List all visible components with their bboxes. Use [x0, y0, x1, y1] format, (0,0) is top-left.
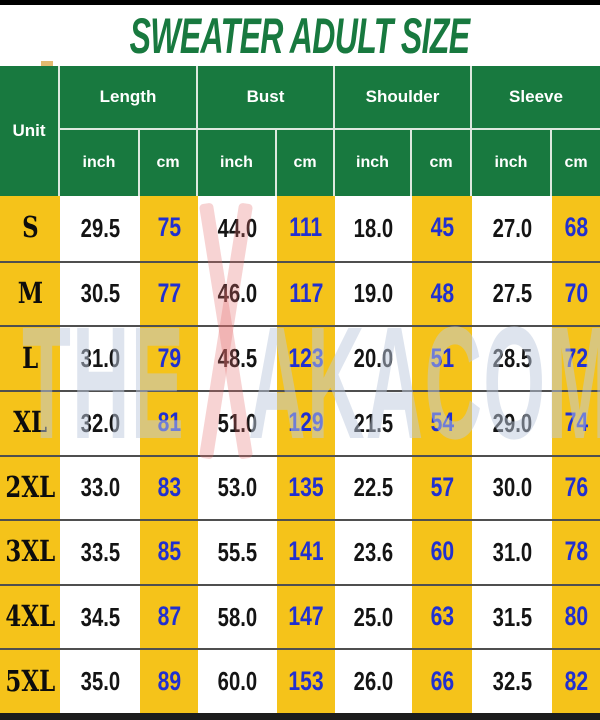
value-cell: 32.0 — [60, 389, 140, 455]
value-cell: 28.5 — [472, 325, 552, 390]
value-cell: 45 — [412, 196, 472, 261]
value-cell: 70 — [552, 260, 600, 326]
value-cell: 54 — [412, 389, 472, 455]
value-cell: 81 — [140, 389, 198, 455]
size-cell: 4XL — [0, 583, 60, 649]
value-cell: 27.0 — [472, 196, 552, 261]
value-cell: 72 — [552, 325, 600, 390]
value-cell: 60.0 — [198, 648, 277, 713]
size-cell: 5XL — [0, 648, 60, 713]
value-cell: 23.6 — [335, 519, 412, 584]
value-cell: 31.0 — [60, 325, 140, 390]
value-cell: 63 — [412, 583, 472, 649]
value-cell: 29.0 — [472, 389, 552, 455]
value-cell: 51 — [412, 325, 472, 390]
value-cell: 85 — [140, 519, 198, 584]
value-cell: 55.5 — [198, 519, 277, 584]
value-cell: 48.5 — [198, 325, 277, 390]
value-cell: 30.5 — [60, 260, 140, 326]
group-header-length: Length — [60, 66, 198, 130]
value-cell: 29.5 — [60, 196, 140, 261]
subheader-length-inch: inch — [60, 130, 140, 196]
size-cell: M — [0, 260, 60, 326]
unit-header-cell: Unit — [0, 66, 60, 196]
value-cell: 22.5 — [335, 454, 412, 520]
value-cell: 89 — [140, 648, 198, 713]
value-cell: 66 — [412, 648, 472, 713]
value-cell: 74 — [552, 389, 600, 455]
group-header-bust: Bust — [198, 66, 335, 130]
value-cell: 46.0 — [198, 260, 277, 326]
value-cell: 135 — [277, 454, 335, 520]
value-cell: 68 — [552, 196, 600, 261]
group-header-shoulder: Shoulder — [335, 66, 472, 130]
value-cell: 27.5 — [472, 260, 552, 326]
page-title: SWEATER ADULT SIZE — [130, 7, 471, 64]
value-cell: 20.0 — [335, 325, 412, 390]
value-cell: 80 — [552, 583, 600, 649]
value-cell: 117 — [277, 260, 335, 326]
value-cell: 123 — [277, 325, 335, 390]
value-cell: 75 — [140, 196, 198, 261]
value-cell: 31.5 — [472, 583, 552, 649]
value-cell: 153 — [277, 648, 335, 713]
value-cell: 19.0 — [335, 260, 412, 326]
subheader-sleeve-inch: inch — [472, 130, 552, 196]
value-cell: 33.0 — [60, 454, 140, 520]
size-cell: L — [0, 325, 60, 390]
value-cell: 58.0 — [198, 583, 277, 649]
bottom-border-bar — [0, 713, 600, 720]
group-header-sleeve: Sleeve — [472, 66, 600, 130]
value-cell: 129 — [277, 389, 335, 455]
value-cell: 77 — [140, 260, 198, 326]
size-table: Unit Length Bust Shoulder Sleeve inch cm… — [0, 66, 600, 713]
subheader-length-cm: cm — [140, 130, 198, 196]
size-cell: S — [0, 196, 60, 261]
value-cell: 31.0 — [472, 519, 552, 584]
value-cell: 53.0 — [198, 454, 277, 520]
value-cell: 30.0 — [472, 454, 552, 520]
value-cell: 33.5 — [60, 519, 140, 584]
value-cell: 83 — [140, 454, 198, 520]
value-cell: 57 — [412, 454, 472, 520]
subheader-bust-cm: cm — [277, 130, 335, 196]
value-cell: 87 — [140, 583, 198, 649]
value-cell: 48 — [412, 260, 472, 326]
value-cell: 44.0 — [198, 196, 277, 261]
size-cell: 3XL — [0, 519, 60, 584]
value-cell: 79 — [140, 325, 198, 390]
subheader-bust-inch: inch — [198, 130, 277, 196]
value-cell: 35.0 — [60, 648, 140, 713]
value-cell: 111 — [277, 196, 335, 261]
value-cell: 82 — [552, 648, 600, 713]
value-cell: 18.0 — [335, 196, 412, 261]
value-cell: 78 — [552, 519, 600, 584]
subheader-shoulder-inch: inch — [335, 130, 412, 196]
size-cell: 2XL — [0, 454, 60, 520]
value-cell: 32.5 — [472, 648, 552, 713]
value-cell: 26.0 — [335, 648, 412, 713]
value-cell: 51.0 — [198, 389, 277, 455]
value-cell: 60 — [412, 519, 472, 584]
value-cell: 21.5 — [335, 389, 412, 455]
value-cell: 147 — [277, 583, 335, 649]
size-cell: XL — [0, 389, 60, 455]
title-area: SWEATER ADULT SIZE — [0, 5, 600, 66]
value-cell: 141 — [277, 519, 335, 584]
value-cell: 34.5 — [60, 583, 140, 649]
watermark-artifact — [41, 61, 53, 66]
top-border-bar — [0, 0, 600, 5]
value-cell: 76 — [552, 454, 600, 520]
subheader-sleeve-cm: cm — [552, 130, 600, 196]
subheader-shoulder-cm: cm — [412, 130, 472, 196]
value-cell: 25.0 — [335, 583, 412, 649]
